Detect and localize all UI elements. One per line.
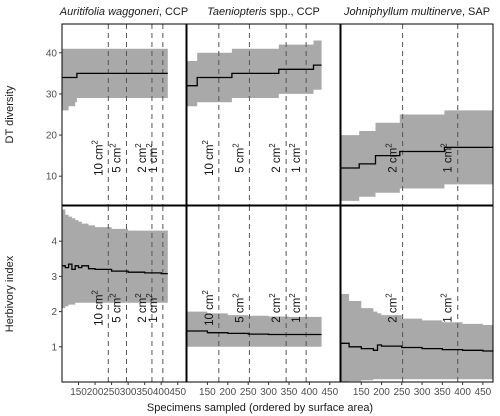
area-threshold-label: 2 cm2 (385, 143, 400, 173)
y-tick-label: 40 (46, 48, 58, 59)
area-threshold-label: 1 cm2 (145, 293, 160, 323)
mean-line (187, 330, 322, 336)
area-threshold-label: 1 cm2 (440, 293, 455, 323)
area-threshold-label: 5 cm2 (109, 293, 124, 323)
panel-1-1: 10 cm2 5 cm2 2 cm2 1 cm2 150 200 250 300 350 400 4… (186, 205, 341, 398)
confidence-band (341, 110, 493, 201)
area-threshold-label: 5 cm2 (109, 143, 124, 173)
area-threshold-label: 5 cm2 (231, 143, 246, 173)
mean-line (341, 146, 493, 169)
confidence-band (341, 294, 493, 382)
area-threshold-label: 10 cm2 (90, 140, 105, 176)
x-tick-label: 300 (120, 387, 137, 398)
panel-frame (186, 23, 341, 206)
x-tick-label: 200 (87, 387, 104, 398)
confidence-band (62, 48, 168, 111)
x-tick-label: 200 (219, 387, 236, 398)
area-threshold-label: 2 cm2 (385, 293, 400, 323)
mean-line (62, 263, 168, 275)
area-threshold-label: 2 cm2 (268, 293, 283, 323)
x-tick-label: 300 (260, 387, 277, 398)
area-threshold-label: 2 cm2 (134, 143, 149, 173)
panel-title: Johniphyllum multinerve, SAP (343, 6, 490, 18)
x-tick-label: 450 (475, 387, 492, 398)
x-tick-label: 400 (153, 387, 170, 398)
y-axis-label: DT diversity (4, 85, 16, 143)
x-tick-label: 150 (199, 387, 216, 398)
y-tick-label: 10 (46, 172, 58, 183)
confidence-band (187, 311, 322, 347)
mean-line (187, 64, 322, 87)
panel-frame (340, 205, 494, 383)
area-threshold-label: 5 cm2 (231, 293, 246, 323)
y-tick-label: 20 (46, 131, 58, 142)
x-tick-label: 250 (393, 387, 410, 398)
x-tick-label: 400 (454, 387, 471, 398)
x-tick-label: 450 (169, 387, 186, 398)
area-threshold-label: 10 cm2 (201, 140, 216, 176)
x-tick-label: 200 (373, 387, 390, 398)
x-tick-label: 250 (240, 387, 257, 398)
panel-frame (186, 205, 341, 383)
x-tick-label: 300 (414, 387, 431, 398)
x-axis-label: Specimens sampled (ordered by surface ar… (147, 402, 373, 414)
x-tick-label: 450 (321, 387, 338, 398)
x-tick-label: 350 (136, 387, 153, 398)
area-threshold-label: 10 cm2 (201, 290, 216, 326)
area-threshold-label: 1 cm2 (288, 143, 303, 173)
confidence-band (62, 209, 168, 309)
mean-line (341, 342, 494, 352)
panel-frame (61, 205, 187, 383)
y-tick-label: 3 (51, 272, 57, 283)
x-tick-label: 350 (434, 387, 451, 398)
panel-0-2: 2 cm2 1 cm2 Johniphyllum multinerve, SAP (340, 6, 494, 206)
y-axis-label: Herbivory index (4, 255, 16, 332)
area-threshold-label: 1 cm2 (145, 143, 160, 173)
x-tick-label: 350 (281, 387, 298, 398)
y-tick-label: 4 (51, 237, 57, 248)
panel-frame (61, 23, 187, 206)
y-tick-label: 30 (46, 89, 58, 100)
x-tick-label: 400 (301, 387, 318, 398)
panel-1-2: 2 cm2 1 cm2 150 200 250 300 350 400 450 (340, 205, 494, 398)
x-tick-label: 150 (70, 387, 87, 398)
area-threshold-label: 1 cm2 (288, 293, 303, 323)
area-threshold-label: 2 cm2 (268, 143, 283, 173)
panel-frame (340, 23, 494, 206)
panel-title: Auritifolia waggoneri, CCP (59, 6, 188, 18)
mean-line (62, 72, 168, 79)
y-tick-label: 1 (51, 342, 57, 353)
area-threshold-label: 1 cm2 (440, 143, 455, 173)
panel-0-1: 10 cm2 5 cm2 2 cm2 1 cm2 Taeniopteris spp., … (186, 6, 341, 206)
x-tick-label: 250 (103, 387, 120, 398)
y-tick-label: 2 (51, 307, 57, 318)
area-threshold-label: 2 cm2 (134, 293, 149, 323)
panel-title: Taeniopteris spp., CCP (207, 6, 320, 18)
area-threshold-label: 10 cm2 (90, 290, 105, 326)
x-tick-label: 150 (353, 387, 370, 398)
